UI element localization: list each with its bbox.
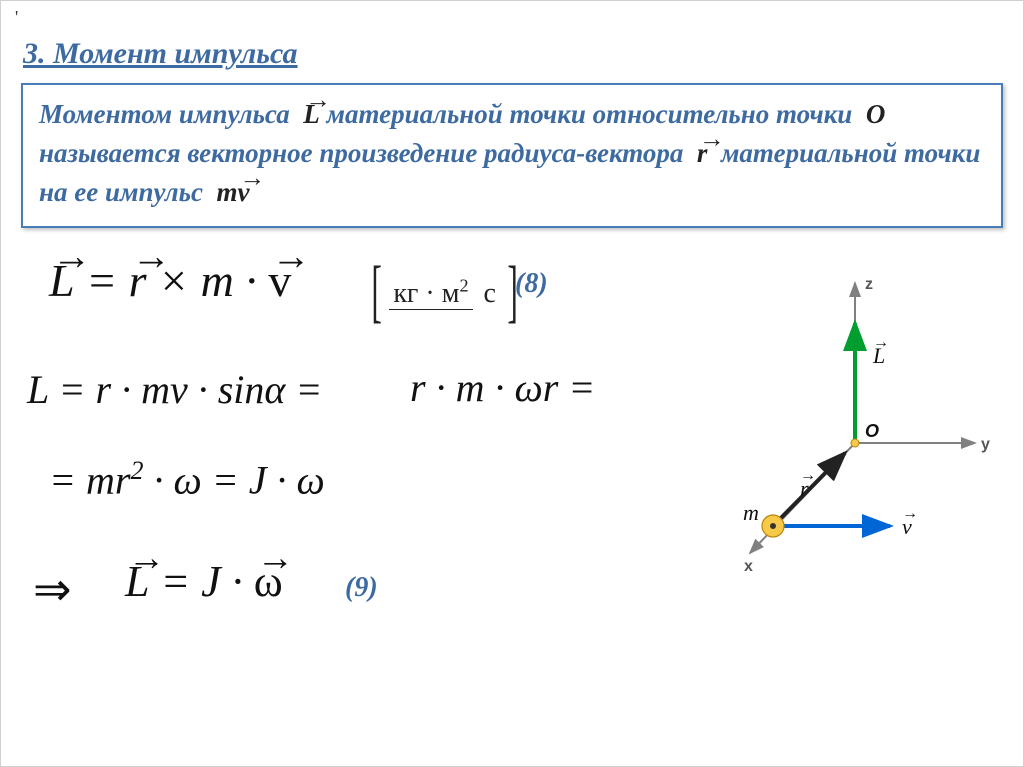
equation-2b: r · m · ωr = <box>410 364 595 411</box>
svg-text:L: L <box>872 343 885 368</box>
svg-text:x: x <box>744 558 753 575</box>
equation-1: L = r × m · v <box>49 254 291 307</box>
svg-text:O: O <box>865 421 879 441</box>
svg-text:m: m <box>743 500 759 525</box>
section-title: 3. Момент импульса <box>23 37 1001 71</box>
equation-3: = mr2 · ω = J · ω <box>49 456 325 503</box>
slide-container: 3. Момент импульса Моментом импульса →L … <box>15 29 1009 752</box>
svg-text:v: v <box>902 514 912 539</box>
def-O: O <box>866 99 886 129</box>
eq1-L: L <box>49 254 75 307</box>
equation-4: L = J · ω <box>125 556 283 607</box>
def-L-vector: →L <box>303 95 320 134</box>
vector-diagram: zyxO→L→r→vm <box>595 258 995 588</box>
eq4-L: L <box>125 556 149 607</box>
def-text-3: называется векторное произведение радиус… <box>39 138 683 168</box>
equation-number-9: (9) <box>345 572 378 604</box>
definition-box: Моментом импульса →L материальной точки … <box>21 83 1003 228</box>
svg-text:y: y <box>981 436 990 453</box>
equation-2a: L = r · mv · sinα = <box>27 366 322 413</box>
def-text-1: Моментом импульса <box>39 99 290 129</box>
equation-number-8: (8) <box>515 268 548 300</box>
eq1-r: r <box>129 254 147 307</box>
def-r-vector: →r <box>697 134 708 173</box>
equation-unit: [ кг · м2 с ] <box>365 252 524 332</box>
svg-text:r: r <box>800 476 809 501</box>
eq4-omega: ω <box>254 556 283 607</box>
def-text-2: материальной точки относительно точки <box>326 99 852 129</box>
implies-arrow: ⇒ <box>33 562 72 616</box>
def-mv: m→v <box>216 177 249 207</box>
content-area: L = r × m · v [ кг · м2 с ] (8) L = r · … <box>25 246 999 686</box>
eq1-v: v <box>268 254 291 307</box>
svg-text:z: z <box>865 276 873 293</box>
quote-mark: ' <box>15 7 18 28</box>
